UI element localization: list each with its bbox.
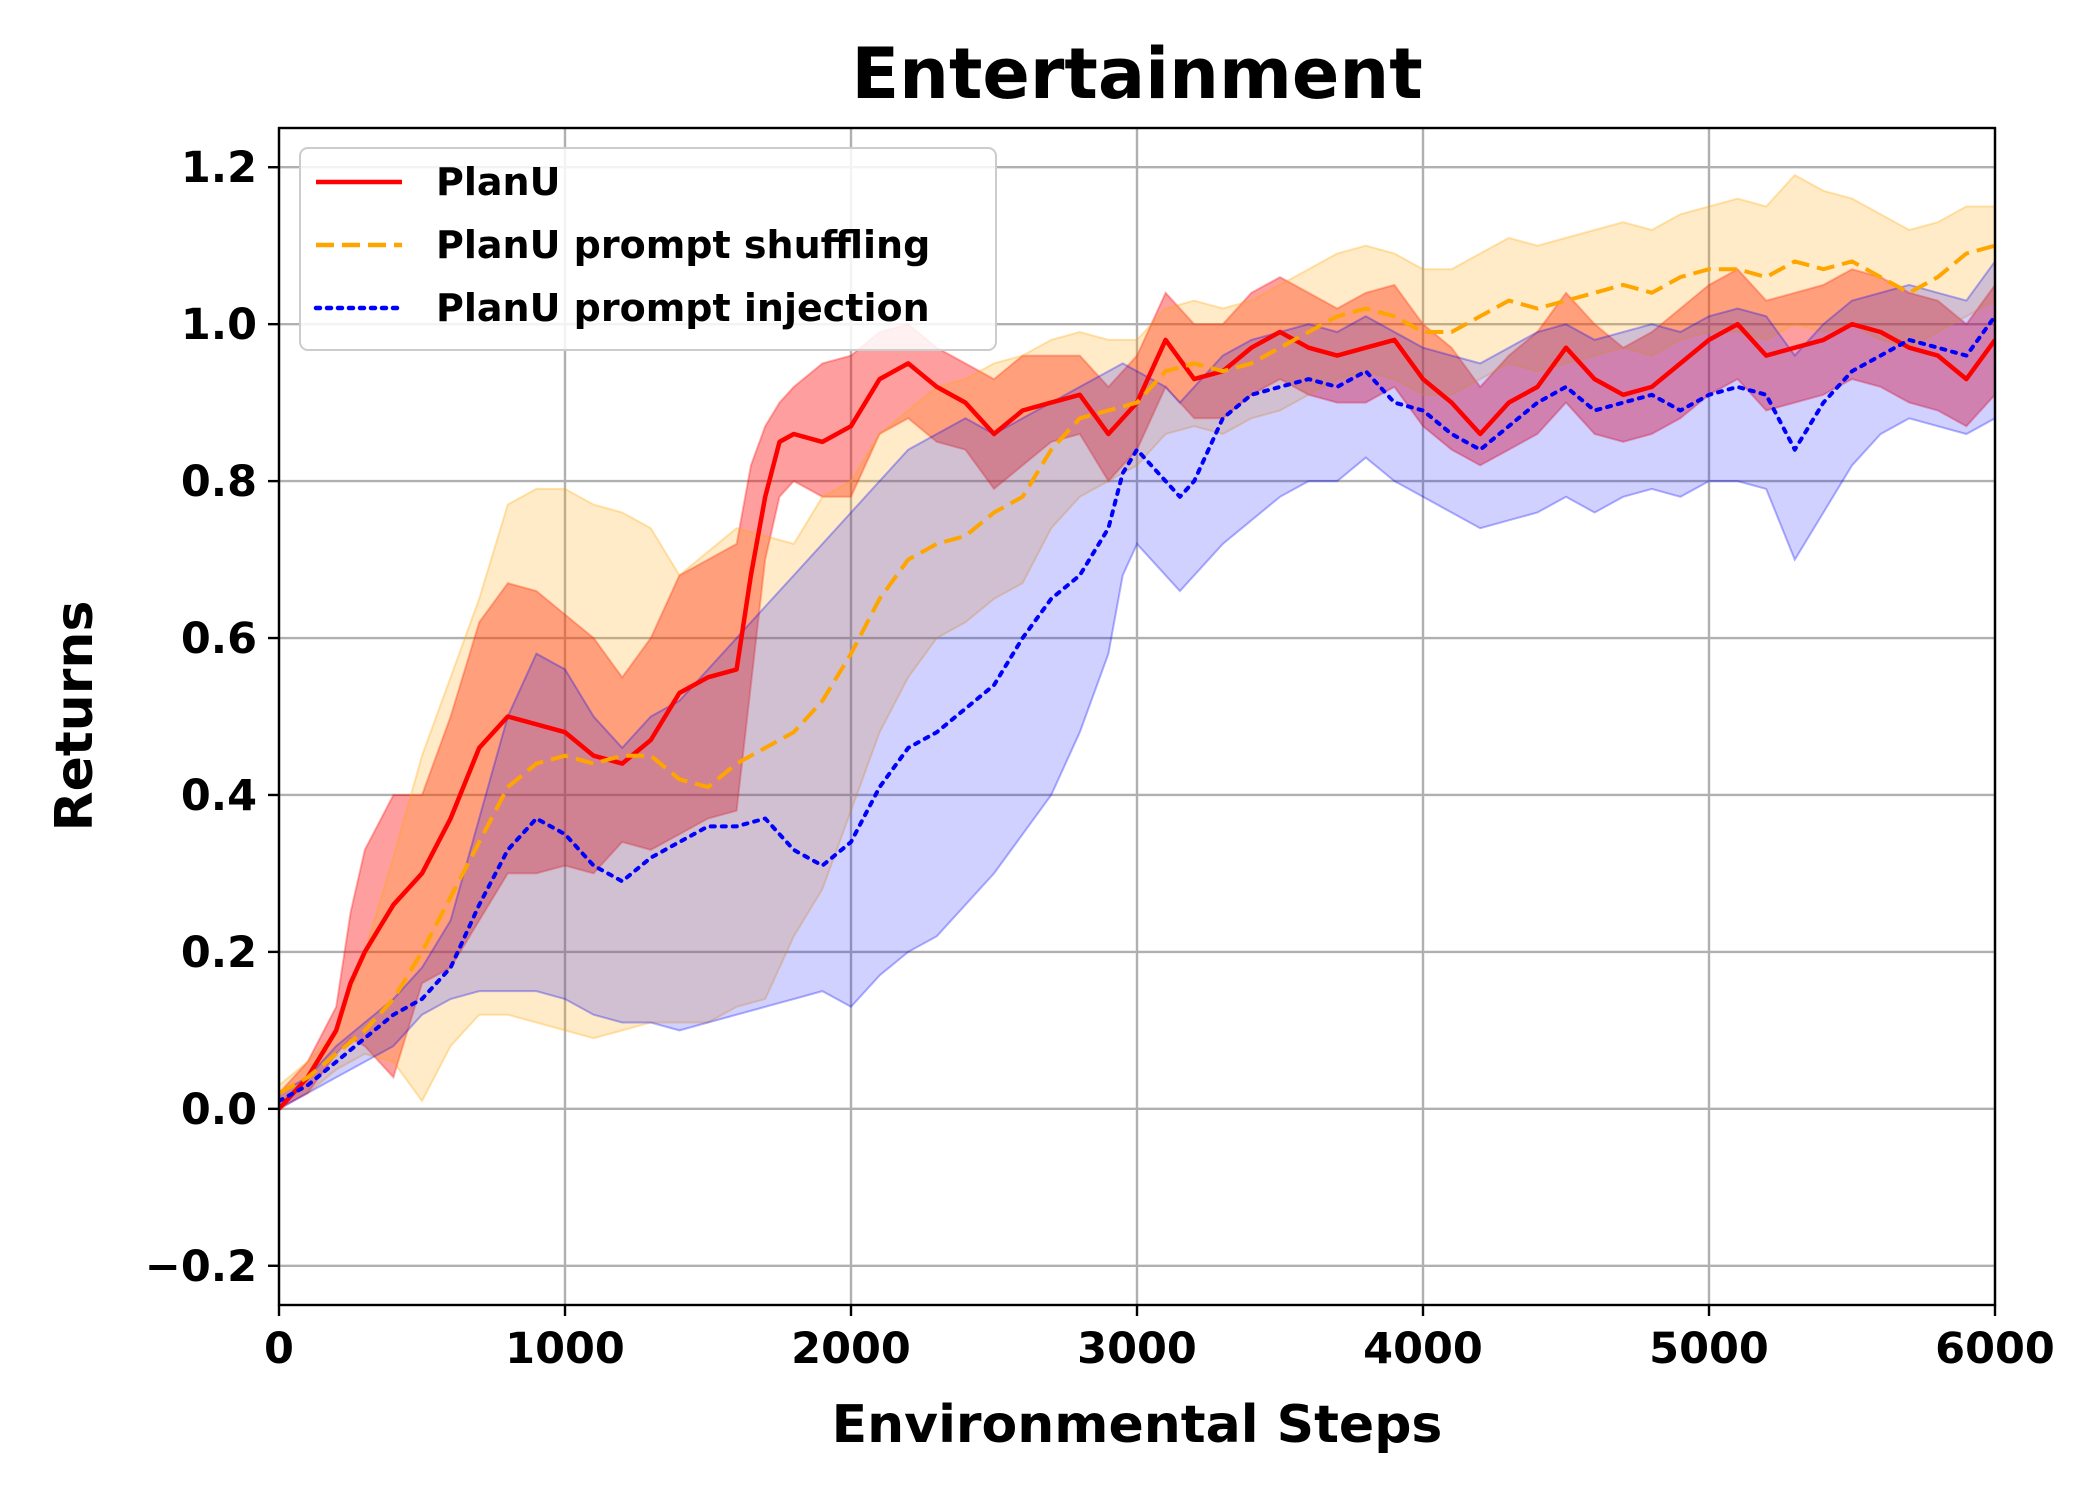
x-tick-label: 6000 (1935, 1324, 2055, 1374)
confidence-bands (279, 173, 1995, 1110)
y-tick-label: 0.8 (181, 457, 257, 507)
y-tick-label: 0.0 (181, 1085, 257, 1135)
legend: PlanU PlanU prompt shuffling PlanU prompt … (299, 147, 997, 351)
x-tick-label: 3000 (1077, 1324, 1197, 1374)
axis-ticks: 0 1000 2000 3000 4000 5000 6000 −0.2 0.0 0.2 0.4 0.… (145, 143, 2055, 1374)
series-lines (279, 243, 1995, 1111)
chart-title: Entertainment (851, 33, 1422, 115)
y-tick-label: 1.2 (181, 143, 257, 193)
y-tick-label: 1.0 (181, 300, 257, 350)
planu-line (279, 321, 1995, 1111)
planu-band (279, 267, 1995, 1110)
y-tick-label: 0.4 (181, 771, 257, 821)
planu-prompt-injection-band (279, 259, 1995, 1110)
legend-label-planu-prompt-shuffling: PlanU prompt shuffling (436, 223, 930, 267)
x-tick-label: 5000 (1649, 1324, 1769, 1374)
x-tick-label: 1000 (505, 1324, 625, 1374)
legend-label-planu: PlanU (436, 160, 560, 204)
y-tick-label: 0.2 (181, 928, 257, 978)
y-tick-label: 0.6 (181, 614, 257, 664)
x-axis-label: Environmental Steps (832, 1395, 1443, 1455)
x-tick-label: 2000 (791, 1324, 911, 1374)
legend-box (299, 147, 997, 351)
legend-label-planu-prompt-injection: PlanU prompt injection (436, 286, 930, 330)
planu-prompt-shuffling-band (279, 173, 1995, 1103)
x-tick-label: 0 (264, 1324, 294, 1374)
y-axis-label: Returns (45, 601, 105, 832)
grid (277, 128, 1997, 1305)
x-tick-label: 4000 (1363, 1324, 1483, 1374)
y-tick-label: −0.2 (145, 1242, 257, 1292)
planu-prompt-injection-line (279, 314, 1995, 1103)
planu-prompt-shuffling-line (279, 243, 1995, 1095)
